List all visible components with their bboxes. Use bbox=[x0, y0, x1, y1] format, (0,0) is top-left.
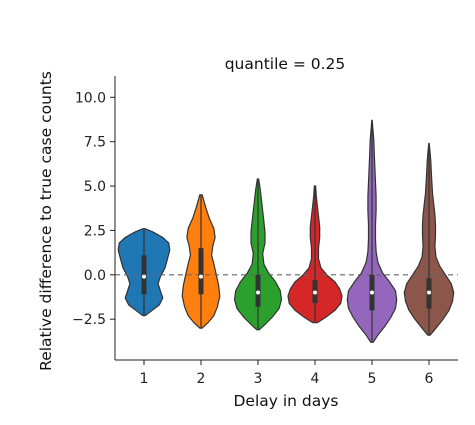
x-tick-label: 5 bbox=[368, 371, 377, 387]
y-tick-label: 0.0 bbox=[84, 268, 106, 284]
chart-title: quantile = 0.25 bbox=[225, 55, 346, 73]
x-tick-label: 6 bbox=[425, 371, 434, 387]
median-dot-6 bbox=[427, 290, 431, 295]
x-axis-label: Delay in days bbox=[233, 392, 338, 410]
iqr-box-2 bbox=[198, 248, 204, 295]
y-tick-label: 2.5 bbox=[84, 223, 106, 239]
y-tick-label: 7.5 bbox=[84, 135, 106, 151]
y-tick-label: 5.0 bbox=[84, 179, 106, 195]
median-dot-3 bbox=[256, 290, 260, 295]
x-tick-label: 1 bbox=[140, 371, 149, 387]
box-stats-layer bbox=[141, 120, 432, 343]
y-ticks: −2.5 0.0 2.5 5.0 7.5 10.0 bbox=[72, 90, 115, 328]
median-dot-2 bbox=[199, 274, 203, 279]
y-tick-label: 10.0 bbox=[75, 90, 106, 106]
y-tick-label: −2.5 bbox=[72, 312, 106, 328]
x-ticks: 1 2 3 4 5 6 bbox=[140, 360, 434, 387]
median-dot-5 bbox=[370, 290, 374, 295]
x-tick-label: 3 bbox=[254, 371, 263, 387]
x-tick-label: 4 bbox=[311, 371, 320, 387]
median-dot-4 bbox=[313, 290, 317, 295]
median-dot-1 bbox=[142, 274, 146, 279]
y-axis-label: Relative difference to true case counts bbox=[37, 71, 55, 371]
x-tick-label: 2 bbox=[197, 371, 206, 387]
violins-layer bbox=[117, 119, 455, 343]
